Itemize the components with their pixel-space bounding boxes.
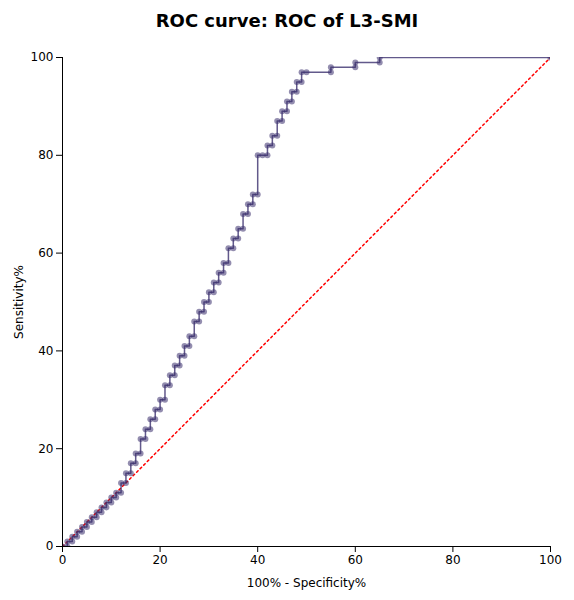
svg-text:80: 80 [445, 553, 460, 567]
svg-text:60: 60 [38, 246, 53, 260]
svg-text:60: 60 [348, 553, 363, 567]
svg-text:100: 100 [539, 553, 562, 567]
svg-text:80: 80 [38, 148, 53, 162]
svg-text:Sensitivity%: Sensitivity% [12, 265, 26, 339]
svg-text:20: 20 [38, 442, 53, 456]
svg-text:40: 40 [250, 553, 265, 567]
svg-text:100: 100 [31, 50, 54, 64]
svg-text:40: 40 [38, 344, 53, 358]
svg-text:0: 0 [59, 553, 67, 567]
svg-text:20: 20 [152, 553, 167, 567]
svg-text:0: 0 [46, 539, 54, 553]
html-text:ROC curve: ROC of L3-SMI: ROC curve: ROC of L3-SMI [155, 10, 419, 31]
svg-text:100% - Specificity%: 100% - Specificity% [247, 576, 367, 590]
